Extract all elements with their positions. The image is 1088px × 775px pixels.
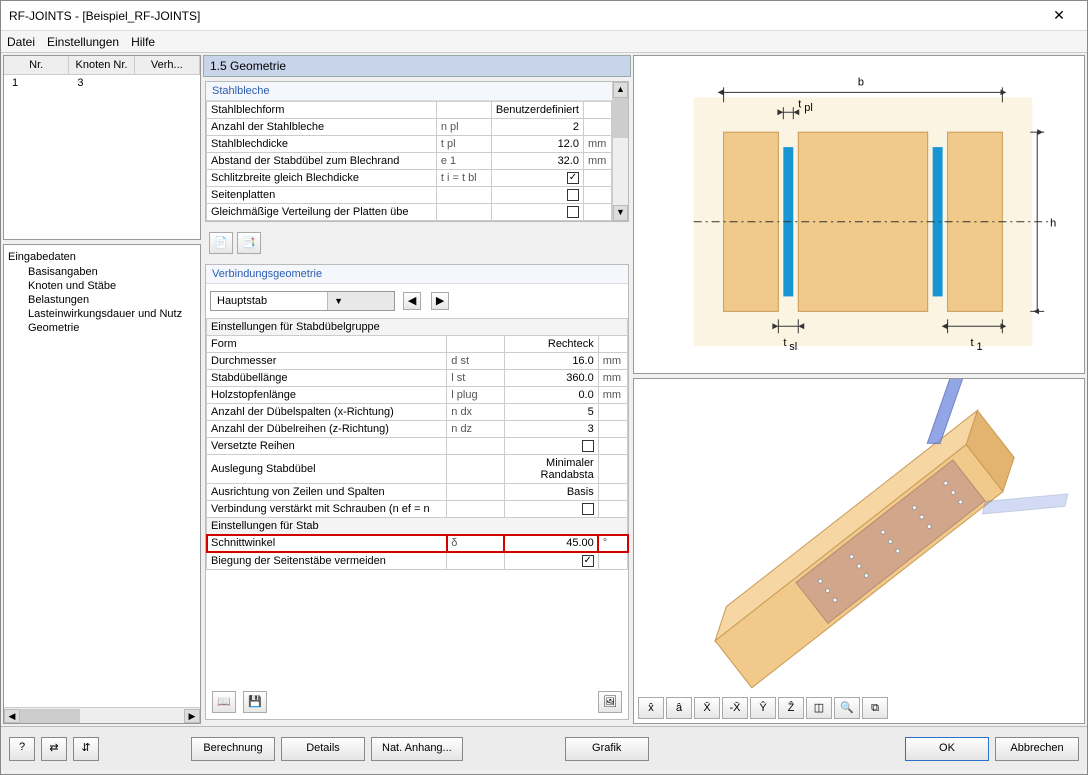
checkbox-icon: [582, 440, 594, 452]
left-panel: Nr. Knoten Nr. Verh... 1 3 Eingabedaten …: [3, 55, 201, 724]
stahl-table: StahlblechformBenutzerdefiniert Anzahl d…: [206, 101, 612, 221]
help-button[interactable]: ?: [9, 737, 35, 761]
view-copy-icon[interactable]: ⧉: [862, 697, 888, 719]
dim-b-label: b: [858, 76, 864, 88]
group-verbindung: Verbindungsgeometrie Hauptstab▼ ◀ ▶ Eins…: [205, 264, 629, 720]
view-iso-icon[interactable]: ◫: [806, 697, 832, 719]
tree-item[interactable]: Belastungen: [8, 293, 196, 307]
berechnung-button[interactable]: Berechnung: [191, 737, 275, 761]
checkbox-icon: [582, 555, 594, 567]
svg-text:pl: pl: [804, 102, 813, 114]
tree-item[interactable]: Basisangaben: [8, 265, 196, 279]
menu-einstellungen[interactable]: Einstellungen: [47, 35, 119, 49]
window-title: RF-JOINTS - [Beispiel_RF-JOINTS]: [9, 9, 1039, 23]
render-3d[interactable]: x̂ â X̄ -X̄ Ŷ Ẑ ◫ 🔍 ⧉: [633, 378, 1085, 724]
dim-h-label: h: [1050, 218, 1056, 230]
table-row[interactable]: 1 3: [4, 75, 200, 91]
tool-icon-2[interactable]: 📑: [237, 232, 261, 254]
verb-table: Einstellungen für Stabdübelgruppe FormRe…: [206, 318, 628, 569]
nav-tree: Eingabedaten Basisangaben Knoten und Stä…: [3, 244, 201, 724]
svg-text:t: t: [783, 337, 786, 349]
hauptstab-combo[interactable]: Hauptstab▼: [210, 291, 395, 311]
tool-icon-4[interactable]: 💾: [243, 691, 267, 713]
chevron-down-icon[interactable]: ▼: [327, 292, 394, 310]
group-title-verb: Verbindungsgeometrie: [206, 265, 628, 284]
tree-item[interactable]: Geometrie: [8, 321, 196, 335]
checkbox-icon: [567, 206, 579, 218]
group-stahlbleche: Stahlbleche StahlblechformBenutzerdefini…: [205, 81, 629, 222]
svg-text:1: 1: [976, 341, 982, 353]
cell-verh: [135, 75, 200, 91]
scroll-left-icon[interactable]: ◀: [4, 709, 20, 723]
cell-knoten: 3: [69, 75, 134, 91]
view-xpos-icon[interactable]: -X̄: [722, 697, 748, 719]
scroll-right-icon[interactable]: ▶: [184, 709, 200, 723]
tool-icon-3[interactable]: 📖: [212, 691, 236, 713]
tool-icon-1[interactable]: 📄: [209, 232, 233, 254]
tree-item[interactable]: Lasteinwirkungsdauer und Nutz: [8, 307, 196, 321]
col-nr: Nr.: [4, 56, 69, 74]
tool-icon-5[interactable]: 🖼: [598, 691, 622, 713]
col-knoten: Knoten Nr.: [69, 56, 134, 74]
title-bar: RF-JOINTS - [Beispiel_RF-JOINTS] ✕: [1, 1, 1087, 31]
abbrechen-button[interactable]: Abbrechen: [995, 737, 1079, 761]
view-z-icon[interactable]: Ẑ: [778, 697, 804, 719]
grafik-button[interactable]: Grafik: [565, 737, 649, 761]
menu-hilfe[interactable]: Hilfe: [131, 35, 155, 49]
menu-datei[interactable]: Datei: [7, 35, 35, 49]
checkbox-icon: [582, 503, 594, 515]
ok-button[interactable]: OK: [905, 737, 989, 761]
tree-item[interactable]: Knoten und Stäbe: [8, 279, 196, 293]
view-xneg-icon[interactable]: X̄: [694, 697, 720, 719]
center-panel: 1.5 Geometrie Stahlbleche Stahlblechform…: [203, 55, 631, 724]
render-toolbar: x̂ â X̄ -X̄ Ŷ Ẑ ◫ 🔍 ⧉: [638, 697, 1080, 719]
section-header: 1.5 Geometrie: [203, 55, 631, 77]
node-table: Nr. Knoten Nr. Verh... 1 3: [3, 55, 201, 240]
col-verh: Verh...: [135, 56, 200, 74]
svg-text:t: t: [971, 337, 974, 349]
anhang-button[interactable]: Nat. Anhang...: [371, 737, 463, 761]
checkbox-icon: [567, 189, 579, 201]
export-icon[interactable]: ⇄: [41, 737, 67, 761]
details-button[interactable]: Details: [281, 737, 365, 761]
view-y-icon[interactable]: Ŷ: [750, 697, 776, 719]
nav-prev-icon[interactable]: ◀: [403, 292, 421, 310]
nav-next-icon[interactable]: ▶: [431, 292, 449, 310]
view-a-icon[interactable]: â: [666, 697, 692, 719]
svg-text:t: t: [798, 98, 801, 110]
mid-toolbar: 📄 📑: [203, 226, 631, 260]
footer: ? ⇄ ⇵ Berechnung Details Nat. Anhang... …: [1, 726, 1087, 770]
menu-bar: Datei Einstellungen Hilfe: [1, 31, 1087, 53]
checkbox-icon: [567, 172, 579, 184]
scrollbar-vertical[interactable]: ▲▼: [612, 82, 628, 221]
cell-nr: 1: [4, 75, 69, 91]
group-title-stahl: Stahlbleche: [206, 82, 612, 101]
view-mag-icon[interactable]: 🔍: [834, 697, 860, 719]
node-table-header: Nr. Knoten Nr. Verh...: [4, 56, 200, 75]
view-x-icon[interactable]: x̂: [638, 697, 664, 719]
scrollbar-horizontal[interactable]: ◀ ▶: [4, 707, 200, 723]
main-area: Nr. Knoten Nr. Verh... 1 3 Eingabedaten …: [1, 53, 1087, 726]
right-panel: b h tpl tsl: [633, 55, 1085, 724]
tree-root[interactable]: Eingabedaten: [8, 249, 196, 265]
export2-icon[interactable]: ⇵: [73, 737, 99, 761]
diagram-2d: b h tpl tsl: [633, 55, 1085, 374]
close-icon[interactable]: ✕: [1039, 7, 1079, 24]
svg-text:sl: sl: [789, 341, 797, 353]
